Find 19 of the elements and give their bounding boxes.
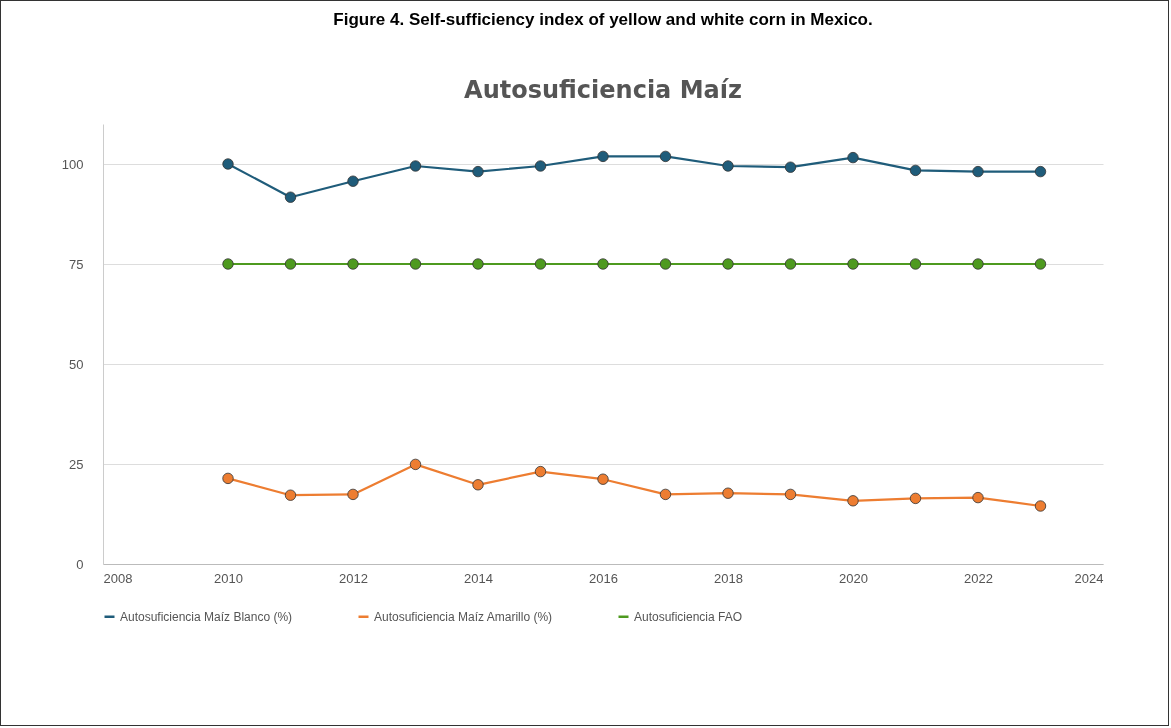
x-tick-label: 2014 [464, 570, 493, 586]
legend-label: Autosuficiencia Maíz Amarillo (%) [374, 609, 553, 624]
chart-title: Figure 4. Self-sufficiency index of yellow and white corn in Mexico. [333, 10, 873, 29]
y-tick-label: 25 [69, 456, 84, 472]
y-tick-label: 100 [61, 156, 84, 172]
x-tick-label: 2012 [339, 570, 368, 586]
x-tick-label: 2018 [714, 570, 743, 586]
chart-subtitle: Autosuficiencia Maíz [464, 76, 742, 104]
x-tick-label: 2016 [589, 570, 618, 586]
legend-label: Autosuficiencia Maíz Blanco (%) [120, 609, 293, 624]
x-tick-label: 2008 [103, 570, 133, 586]
x-tick-label: 2022 [964, 570, 993, 586]
y-tick-label: 0 [76, 556, 84, 572]
legend-label: Autosuficiencia FAO [634, 609, 743, 624]
y-tick-label: 50 [69, 356, 84, 372]
x-tick-label: 2024 [1074, 570, 1104, 586]
x-tick-label: 2020 [839, 570, 868, 586]
x-tick-label: 2010 [214, 570, 243, 586]
y-tick-label: 75 [69, 256, 84, 272]
